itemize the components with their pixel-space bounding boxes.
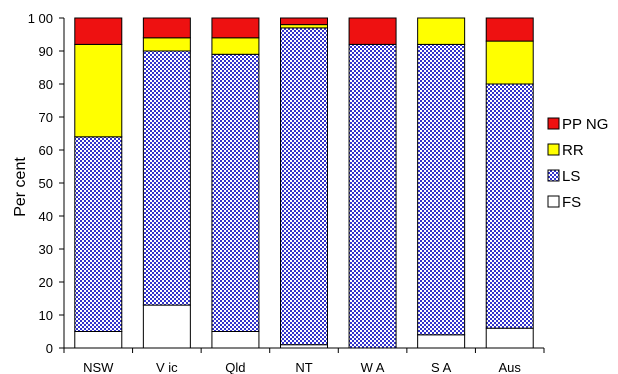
- bar-segment-rr: [74, 43, 123, 138]
- legend-swatch: [547, 169, 560, 182]
- legend-swatch: [547, 117, 560, 130]
- x-tick-label: V ic: [156, 360, 178, 374]
- bar-segment-ls: [211, 53, 260, 333]
- legend-swatch: [547, 195, 560, 208]
- legend: PP NG RR LS FS: [547, 116, 608, 211]
- y-tick-label: 20: [39, 275, 53, 290]
- bar-segment-fs: [142, 304, 191, 349]
- y-tick-label: 70: [39, 110, 53, 125]
- x-tick-label: W A: [361, 360, 385, 374]
- bar-segment-rr: [485, 40, 534, 85]
- bar-segment-fs: [485, 327, 534, 349]
- y-tick-label: 90: [39, 44, 53, 59]
- bar-segment-ls: [142, 50, 191, 306]
- bar-segment-ls: [348, 43, 397, 349]
- y-tick-label: 80: [39, 77, 53, 92]
- y-tick-label: 1 00: [28, 11, 53, 26]
- bar-segment-ppng: [280, 17, 328, 26]
- y-tick-label: 0: [46, 341, 53, 356]
- bar-segment-fs: [417, 334, 466, 349]
- bar-segment-ppng: [211, 17, 260, 39]
- legend-label: PP NG: [562, 116, 608, 133]
- y-tick-label: 30: [39, 242, 53, 257]
- x-tick-label: S A: [431, 360, 452, 374]
- bar-segment-ls: [280, 27, 328, 346]
- legend-label: LS: [562, 168, 580, 185]
- x-tick-label: Aus: [499, 360, 522, 374]
- bar-segment-ppng: [485, 17, 534, 42]
- x-tick-label: Qld: [225, 360, 245, 374]
- x-tick-label: NSW: [83, 360, 114, 374]
- bar-segment-ppng: [348, 17, 397, 45]
- bar-segment-rr: [211, 37, 260, 55]
- bar-segment-fs: [74, 331, 123, 349]
- bar-segment-rr: [142, 37, 191, 52]
- bar-segment-fs: [211, 331, 260, 349]
- x-tick-label: NT: [295, 360, 312, 374]
- y-tick-label: 40: [39, 209, 53, 224]
- legend-label: FS: [562, 194, 581, 211]
- bar-segment-ls: [485, 83, 534, 329]
- bar-segment-rr: [417, 17, 466, 45]
- legend-label: RR: [562, 142, 584, 159]
- bars: [74, 17, 534, 349]
- bar-segment-ppng: [142, 17, 191, 39]
- y-tick-label: 10: [39, 308, 53, 323]
- bar-segment-ls: [74, 136, 123, 332]
- legend-swatch: [547, 143, 560, 156]
- bar-segment-ppng: [74, 17, 123, 45]
- bar-segment-ls: [417, 43, 466, 336]
- y-axis-title: Per cent: [12, 157, 29, 217]
- y-tick-label: 60: [39, 143, 53, 158]
- y-tick-label: 50: [39, 176, 53, 191]
